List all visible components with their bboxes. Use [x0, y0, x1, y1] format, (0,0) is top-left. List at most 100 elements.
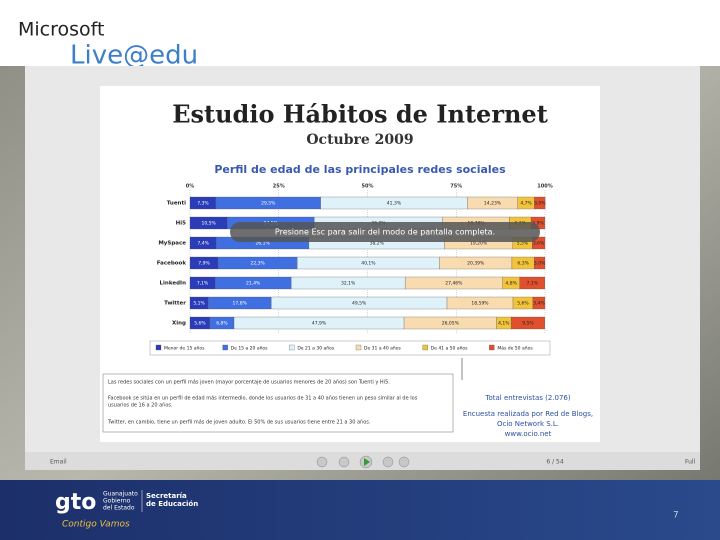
- footer-department: Secretaría: [146, 492, 187, 500]
- data-label: 6,3%: [517, 261, 529, 267]
- data-label: 29,5%: [261, 201, 276, 207]
- footer-department: de Educación: [146, 500, 198, 508]
- legend-box: [149, 340, 551, 356]
- x-tick-label: 100%: [537, 184, 552, 190]
- y-tick-label: Facebook: [157, 261, 187, 267]
- data-label: 4,1%: [498, 321, 510, 327]
- y-tick-label: Tuenti: [167, 201, 186, 207]
- bar-segment: [534, 256, 546, 270]
- footer-state: Guanajuato: [103, 491, 138, 498]
- data-label: 3,0%: [534, 261, 546, 267]
- data-label: 5,6%: [517, 301, 529, 307]
- chart-title: Perfil de edad de las principales redes …: [214, 163, 506, 176]
- data-label: 5,5%: [517, 241, 529, 247]
- data-label: 9,5%: [522, 321, 534, 327]
- legend-swatch: [355, 344, 362, 351]
- source: Encuesta realizada por Red de Blogs,: [463, 410, 593, 418]
- play-icon: [364, 458, 370, 466]
- legend-label: De 21 a 30 años: [297, 346, 335, 352]
- slide-number: 7: [673, 511, 679, 521]
- x-tick-label: 25%: [273, 184, 285, 190]
- brand: Microsoft: [18, 19, 104, 41]
- header-band: [0, 0, 720, 66]
- product: Live@edu: [70, 41, 198, 71]
- data-label: 17,8%: [233, 301, 248, 307]
- footer-state: Gobierno: [103, 498, 131, 505]
- data-label: 27,46%: [445, 281, 463, 287]
- data-label: 26,1%: [255, 241, 270, 247]
- data-label: 32,1%: [341, 281, 356, 287]
- data-label: 5,6%: [194, 321, 206, 327]
- data-label: 3,0%: [534, 201, 546, 207]
- first-button[interactable]: [316, 456, 328, 468]
- note: usuarios de 16 a 20 años.: [108, 403, 173, 409]
- note: Twitter, en cambio, tiene un perfil más …: [107, 419, 371, 426]
- y-tick-label: MySpace: [158, 241, 186, 247]
- data-label: 14,23%: [484, 201, 502, 207]
- footer-state: del Estado: [103, 505, 135, 512]
- last-button[interactable]: [398, 456, 410, 468]
- note: Facebook se sitúa en un perfil de edad m…: [108, 395, 418, 402]
- source: Ocio Network S.L.: [497, 420, 559, 428]
- data-label: 10,5%: [201, 221, 216, 227]
- legend-label: Más de 50 años: [497, 345, 533, 352]
- data-label: 5,1%: [193, 301, 205, 307]
- email-button[interactable]: Email: [50, 459, 67, 466]
- slide-subtitle: Octubre 2009: [306, 132, 413, 148]
- data-label: 49,5%: [352, 301, 367, 307]
- data-label: 26,05%: [442, 321, 460, 327]
- data-label: 40,1%: [361, 261, 376, 267]
- page-indicator: 6 / 54: [546, 459, 563, 466]
- data-label: 41,3%: [387, 201, 402, 207]
- legend-label: De 31 a 40 años: [364, 346, 402, 352]
- data-label: 3,6%: [533, 241, 545, 247]
- footer-logo: gto: [55, 490, 96, 515]
- note: Las redes sociales con un perfil más jov…: [108, 379, 390, 386]
- data-label: 4,7%: [520, 201, 532, 207]
- y-tick-label: Xing: [172, 321, 186, 327]
- prev-button[interactable]: [338, 456, 350, 468]
- legend-swatch: [422, 344, 428, 351]
- source: www.ocio.net: [505, 430, 552, 438]
- data-label: 7,1%: [527, 281, 539, 287]
- legend-label: De 41 a 50 años: [431, 346, 469, 352]
- data-label: 4,8%: [505, 281, 517, 287]
- slide-title: Estudio Hábitos de Internet: [172, 100, 548, 129]
- data-label: 3,4%: [533, 301, 545, 307]
- x-tick-label: 0%: [186, 184, 195, 190]
- bar-segment: [534, 196, 546, 210]
- data-label: 7,4%: [197, 241, 209, 247]
- data-label: 22,3%: [250, 261, 265, 267]
- bar-segment: [519, 276, 546, 290]
- legend-label: De 15 a 20 años: [231, 346, 269, 352]
- footer-slogan: Contigo Vamos: [62, 520, 130, 530]
- data-label: 47,9%: [312, 321, 327, 327]
- x-tick-label: 50%: [362, 184, 374, 190]
- total: Total entrevistas (2.076): [484, 394, 571, 402]
- legend-swatch: [289, 344, 295, 351]
- nav-buttons[interactable]: [316, 455, 410, 469]
- y-tick-label: Hi5: [176, 221, 186, 227]
- data-label: 7,9%: [198, 261, 210, 267]
- bar-segment: [510, 316, 545, 330]
- legend-swatch: [222, 344, 228, 351]
- legend-swatch: [155, 344, 162, 351]
- fullscreen-notice-text: Presione Esc para salir del modo de pant…: [275, 228, 495, 237]
- full-button[interactable]: Full: [685, 459, 696, 466]
- data-label: 38,2%: [370, 241, 385, 247]
- data-label: 7,1%: [197, 281, 209, 287]
- y-tick-label: LinkedIn: [160, 281, 187, 287]
- legend-label: Menor de 15 años: [164, 346, 205, 352]
- fullscreen-notice: [230, 222, 540, 242]
- data-label: 7,3%: [197, 201, 209, 207]
- bar-segment: [532, 296, 546, 310]
- y-tick-label: Twitter: [164, 301, 186, 307]
- footer: [0, 480, 720, 540]
- data-label: 20,39%: [467, 261, 485, 267]
- data-label: 18,59%: [471, 301, 489, 307]
- next-button[interactable]: [382, 456, 394, 468]
- data-label: 19,20%: [470, 241, 488, 247]
- x-tick-label: 75%: [450, 184, 462, 190]
- data-label: 6,8%: [216, 321, 228, 327]
